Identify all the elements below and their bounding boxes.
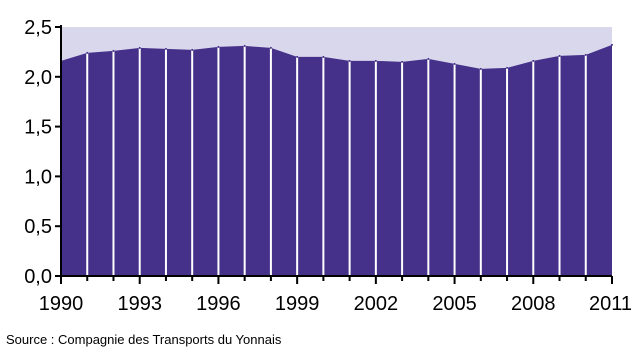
y-tick-label: 0,0 — [24, 266, 52, 288]
source-note: Source : Compagnie des Transports du Yon… — [6, 332, 282, 347]
data-point-1995 — [191, 48, 194, 51]
data-point-2004 — [427, 57, 430, 60]
data-point-1992 — [112, 49, 115, 52]
data-point-2007 — [506, 66, 509, 69]
x-tick-label: 1999 — [275, 293, 320, 315]
x-tick-label: 1990 — [39, 293, 84, 315]
y-tick-label: 0,5 — [24, 216, 52, 238]
x-tick-label: 2008 — [511, 293, 556, 315]
data-point-2001 — [348, 59, 351, 62]
x-tick-label: 1993 — [117, 293, 162, 315]
data-point-1998 — [269, 46, 272, 49]
data-point-2002 — [374, 59, 377, 62]
x-tick-label: 2002 — [354, 293, 399, 315]
y-tick-label: 1,5 — [24, 117, 52, 139]
data-point-2006 — [479, 67, 482, 70]
x-tick-label: 2005 — [432, 293, 477, 315]
x-tick-label: 2011 — [589, 293, 632, 315]
data-point-2011 — [611, 43, 613, 46]
data-area — [61, 44, 612, 276]
data-point-1999 — [296, 55, 299, 58]
data-point-2010 — [584, 53, 587, 56]
data-point-1991 — [86, 51, 89, 54]
data-point-1996 — [217, 45, 220, 48]
y-tick-label: 1,0 — [24, 166, 52, 188]
data-point-2008 — [532, 59, 535, 62]
data-point-2009 — [558, 54, 561, 57]
x-tick-label: 1996 — [196, 293, 241, 315]
y-tick-label: 2,0 — [24, 67, 52, 89]
data-point-1994 — [164, 47, 167, 50]
data-point-2005 — [453, 62, 456, 65]
data-point-2003 — [401, 60, 404, 63]
data-point-2000 — [322, 55, 325, 58]
y-tick-label: 2,5 — [24, 17, 52, 39]
data-point-1993 — [138, 46, 141, 49]
data-point-1997 — [243, 44, 246, 47]
